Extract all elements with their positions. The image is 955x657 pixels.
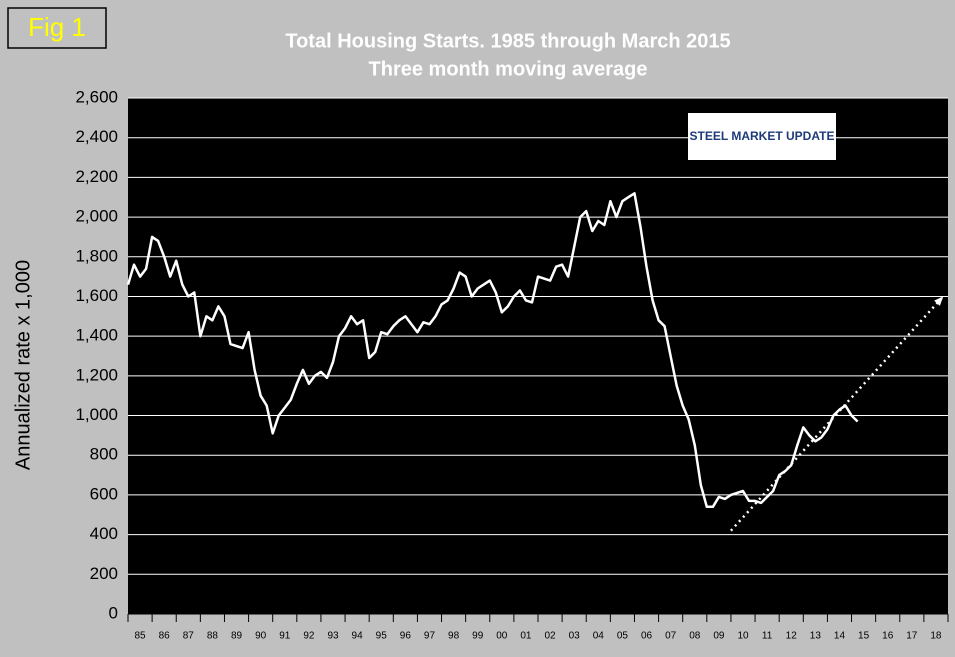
x-tick-label: 88 (207, 631, 219, 642)
x-tick-label: 95 (376, 631, 388, 642)
chart-subtitle: Three month moving average (369, 58, 648, 80)
x-tick-label: 13 (810, 631, 822, 642)
x-tick-label: 87 (183, 631, 195, 642)
x-tick-label: 16 (882, 631, 894, 642)
x-tick-label: 17 (906, 631, 918, 642)
x-tick-label: 00 (496, 631, 508, 642)
x-tick-label: 94 (352, 631, 364, 642)
x-tick-label: 86 (159, 631, 171, 642)
x-tick-label: 02 (544, 631, 556, 642)
y-tick-label: 2,000 (75, 207, 118, 226)
fig-label: Fig 1 (28, 12, 86, 42)
x-tick-label: 15 (858, 631, 870, 642)
x-tick-label: 12 (786, 631, 798, 642)
x-tick-label: 93 (327, 631, 339, 642)
x-tick-label: 11 (762, 631, 773, 642)
x-tick-label: 85 (134, 631, 146, 642)
y-tick-label: 1,200 (75, 365, 118, 384)
plot-area (128, 98, 948, 614)
y-tick-label: 1,400 (75, 326, 118, 345)
x-tick-label: 89 (231, 631, 243, 642)
x-tick-label: 97 (424, 631, 436, 642)
x-tick-label: 08 (689, 631, 701, 642)
x-tick-label: 06 (641, 631, 653, 642)
x-tick-label: 05 (617, 631, 629, 642)
y-tick-label: 400 (90, 524, 118, 543)
y-axis-label: Annualized rate x 1,000 (12, 260, 34, 470)
y-tick-label: 2,200 (75, 167, 118, 186)
x-tick-label: 91 (279, 631, 291, 642)
y-tick-label: 2,400 (75, 127, 118, 146)
chart-title: Total Housing Starts. 1985 through March… (285, 30, 730, 52)
x-tick-label: 09 (713, 631, 725, 642)
fig-box (7, 7, 107, 49)
x-tick-label: 18 (930, 631, 942, 642)
y-tick-label: 0 (109, 603, 118, 622)
x-tick-label: 99 (472, 631, 484, 642)
y-tick-label: 1,600 (75, 286, 118, 305)
x-tick-label: 04 (593, 631, 605, 642)
trend-arrowhead (934, 296, 944, 306)
x-tick-label: 14 (834, 631, 846, 642)
y-tick-label: 600 (90, 484, 118, 503)
x-tick-label: 10 (737, 631, 749, 642)
x-tick-label: 03 (569, 631, 581, 642)
y-tick-label: 1,800 (75, 246, 118, 265)
y-tick-label: 1,000 (75, 405, 118, 424)
x-tick-label: 96 (400, 631, 412, 642)
x-tick-label: 01 (520, 631, 532, 642)
logo-box (688, 113, 836, 160)
x-tick-label: 07 (665, 631, 677, 642)
y-tick-label: 800 (90, 445, 118, 464)
logo: STEEL MARKET UPDATE (690, 129, 835, 143)
y-tick-label: 2,600 (75, 87, 118, 106)
x-tick-label: 98 (448, 631, 460, 642)
series-line (126, 192, 859, 509)
x-tick-label: 92 (303, 631, 315, 642)
y-tick-label: 200 (90, 564, 118, 583)
x-tick-label: 90 (255, 631, 267, 642)
